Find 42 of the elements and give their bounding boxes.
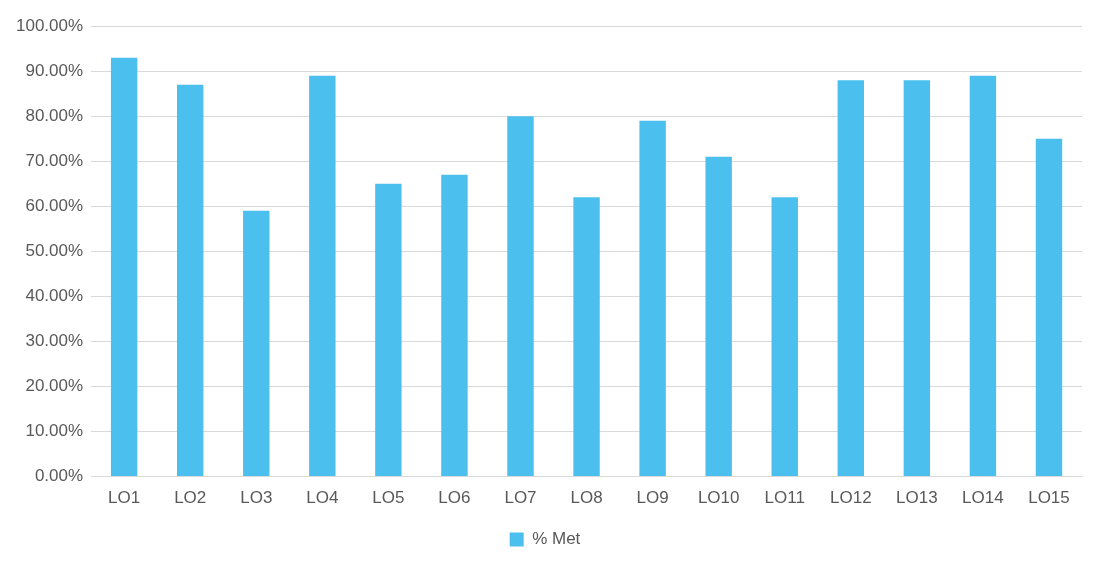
bar: [903, 80, 931, 477]
y-tick-label: 80.00%: [25, 105, 84, 125]
y-tick-label: 0.00%: [34, 466, 84, 486]
x-tick-label: LO7: [504, 488, 537, 508]
x-tick-label: LO4: [306, 488, 339, 508]
y-tick-label: 50.00%: [25, 241, 84, 261]
y-tick-label: 30.00%: [25, 331, 84, 351]
x-tick-label: LO11: [764, 488, 805, 508]
bar: [705, 156, 732, 477]
bar: [309, 75, 336, 477]
bar: [771, 197, 798, 477]
x-tick-label: LO12: [830, 488, 872, 508]
bar: [969, 75, 997, 477]
bar: [639, 120, 666, 477]
x-tick-label: LO1: [108, 488, 141, 508]
y-tick-label: 60.00%: [25, 196, 84, 216]
bar: [507, 116, 534, 477]
bar: [375, 183, 402, 477]
bar: [573, 197, 600, 477]
x-tick-label: LO14: [962, 488, 1004, 508]
x-tick-label: LO5: [372, 488, 405, 508]
bar: [837, 80, 865, 477]
x-tick-label: LO15: [1028, 488, 1070, 508]
bar: [110, 57, 138, 477]
bar: [243, 210, 270, 477]
bar: [441, 174, 468, 477]
x-tick-label: LO8: [570, 488, 603, 508]
bar: [1035, 138, 1063, 477]
y-tick-label: 100.00%: [15, 15, 84, 35]
x-tick-label: LO2: [174, 488, 207, 508]
x-tick-label: LO3: [240, 488, 273, 508]
y-tick-label: 40.00%: [25, 286, 84, 306]
y-tick-label: 70.00%: [25, 151, 84, 171]
bar: [176, 84, 204, 477]
x-tick-label: LO13: [896, 488, 938, 508]
legend-label: % Met: [532, 529, 581, 549]
x-tick-label: LO9: [636, 488, 669, 508]
x-tick-label: LO10: [697, 488, 740, 508]
y-tick-label: 10.00%: [25, 421, 84, 441]
y-tick-label: 20.00%: [25, 376, 84, 396]
x-tick-label: LO6: [438, 488, 471, 508]
y-tick-label: 90.00%: [25, 60, 84, 80]
